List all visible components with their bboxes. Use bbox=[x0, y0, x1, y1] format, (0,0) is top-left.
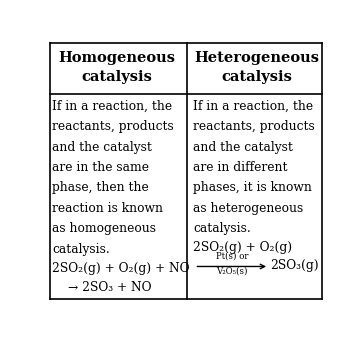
Text: Homogeneous
catalysis: Homogeneous catalysis bbox=[58, 51, 175, 84]
Text: Heterogeneous
catalysis: Heterogeneous catalysis bbox=[195, 51, 320, 84]
Text: If in a reaction, the: If in a reaction, the bbox=[193, 100, 313, 113]
Text: → 2SO₃ + NO: → 2SO₃ + NO bbox=[68, 281, 151, 294]
Text: phase, then the: phase, then the bbox=[52, 181, 149, 194]
Text: reactants, products: reactants, products bbox=[52, 120, 174, 133]
Text: Pt(s) or: Pt(s) or bbox=[216, 252, 248, 261]
Text: reaction is known: reaction is known bbox=[52, 202, 163, 215]
Text: 2SO₂(g) + O₂(g): 2SO₂(g) + O₂(g) bbox=[193, 241, 292, 254]
Text: reactants, products: reactants, products bbox=[193, 120, 315, 133]
Text: phases, it is known: phases, it is known bbox=[193, 181, 312, 194]
Text: 2SO₃(g): 2SO₃(g) bbox=[270, 259, 319, 272]
Text: and the catalyst: and the catalyst bbox=[193, 140, 293, 154]
Text: are in the same: are in the same bbox=[52, 161, 150, 174]
Text: 2SO₂(g) + O₂(g) + NO: 2SO₂(g) + O₂(g) + NO bbox=[52, 262, 190, 275]
Text: If in a reaction, the: If in a reaction, the bbox=[52, 100, 172, 113]
Text: are in different: are in different bbox=[193, 161, 287, 174]
Text: catalysis.: catalysis. bbox=[193, 222, 251, 235]
Text: as heterogeneous: as heterogeneous bbox=[193, 202, 303, 215]
Text: and the catalyst: and the catalyst bbox=[52, 140, 152, 154]
Text: catalysis.: catalysis. bbox=[52, 243, 110, 256]
Text: as homogeneous: as homogeneous bbox=[52, 222, 156, 235]
Text: V₂O₅(s): V₂O₅(s) bbox=[216, 267, 248, 276]
